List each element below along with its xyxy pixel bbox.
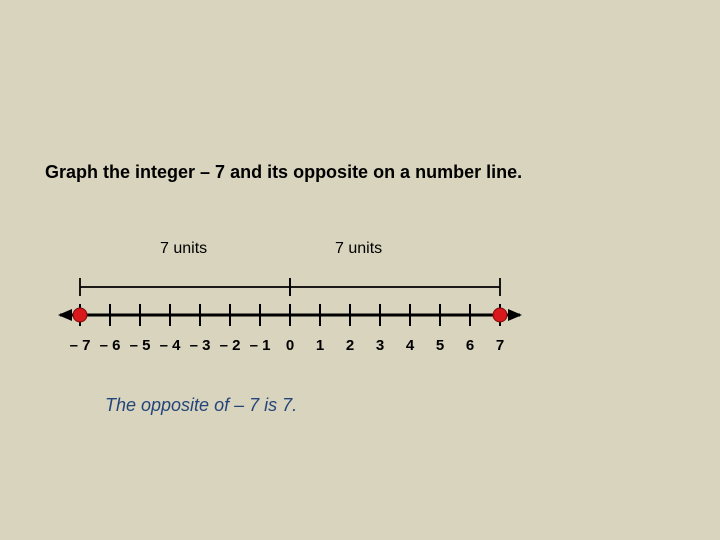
- tick-label: 5: [436, 337, 444, 354]
- tick-label: – 3: [190, 337, 211, 354]
- tick-label: 4: [406, 337, 415, 354]
- tick-label: – 1: [250, 337, 271, 354]
- problem-title: Graph the integer – 7 and its opposite o…: [45, 160, 645, 185]
- title-value: – 7: [200, 162, 225, 182]
- tick-label: 2: [346, 337, 354, 354]
- tick-label: 6: [466, 337, 474, 354]
- tick-label: – 4: [160, 337, 182, 354]
- left-unit-label: 7 units: [160, 240, 207, 258]
- right-unit-label: 7 units: [335, 240, 382, 258]
- tick-label: – 2: [220, 337, 241, 354]
- tick-label: 3: [376, 337, 384, 354]
- tick-label: 1: [316, 337, 324, 354]
- tick-label: – 6: [100, 337, 121, 354]
- plotted-point: [493, 308, 507, 322]
- number-line: – 7 – 6 – 5 – 4 – 3 – 2 – 1 0 1 2 3 4 5 6 7: [50, 270, 560, 380]
- tick-label: – 7: [70, 337, 91, 354]
- tick-label: – 5: [130, 337, 151, 354]
- title-prefix: Graph the integer: [45, 162, 200, 182]
- plotted-point: [73, 308, 87, 322]
- tick-label: 7: [496, 337, 504, 354]
- tick-label: 0: [286, 337, 294, 354]
- conclusion-text: The opposite of – 7 is 7.: [105, 395, 297, 416]
- title-suffix: and its opposite on a number line.: [225, 162, 522, 182]
